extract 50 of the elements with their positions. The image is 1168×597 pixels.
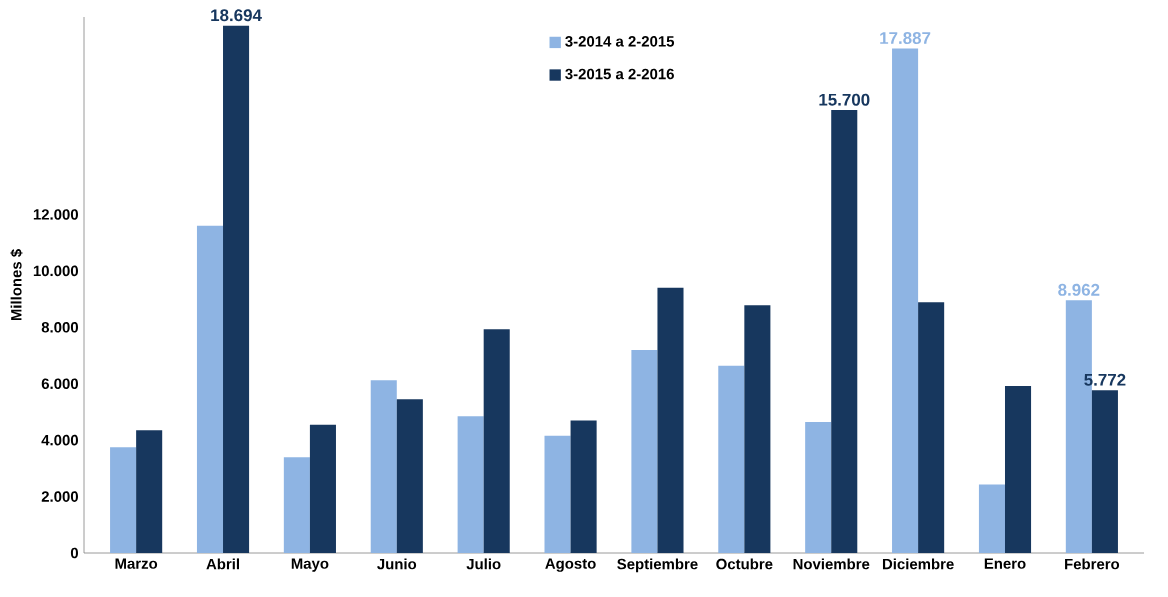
x-tick-label: Octubre — [716, 558, 773, 570]
bar — [396, 399, 423, 553]
bar — [892, 48, 919, 553]
y-tick-label: 0 — [70, 547, 78, 559]
bar — [283, 457, 310, 553]
x-tick-label: Abril — [206, 558, 239, 570]
bar — [805, 422, 832, 553]
x-tick-label: Julio — [466, 558, 501, 570]
x-tick-label: Mayo — [291, 558, 329, 572]
bar — [718, 365, 745, 553]
bar — [831, 110, 858, 553]
bar — [223, 25, 250, 553]
x-tick-label: Septiembre — [617, 558, 698, 573]
bar — [136, 430, 163, 553]
y-tick-label: 12.000 — [33, 209, 78, 220]
y-tick-label: 4.000 — [41, 434, 78, 446]
y-tick-label: 8.000 — [41, 322, 78, 333]
bar — [1004, 385, 1032, 553]
bar — [631, 349, 658, 553]
x-tick-label: Marzo — [115, 558, 158, 569]
x-tick-label: Enero — [984, 558, 1026, 569]
data-label: 15.700 — [819, 93, 870, 106]
x-tick-label: Noviembre — [793, 558, 870, 570]
legend-label: 3-2014 a 2-2015 — [565, 36, 675, 47]
bar — [918, 302, 945, 553]
bar — [657, 287, 684, 553]
bar — [1091, 390, 1118, 553]
x-tick-label: Febrero — [1065, 558, 1120, 570]
x-tick-label: Agosto — [545, 558, 596, 572]
y-tick-label: 10.000 — [33, 265, 78, 277]
data-label: 17.887 — [880, 32, 931, 44]
data-label: 5.772 — [1084, 373, 1126, 386]
legend-label: 3-2015 a 2-2016 — [565, 68, 674, 80]
bar — [309, 424, 336, 553]
bar — [483, 329, 510, 553]
data-label: 8.962 — [1058, 283, 1100, 296]
y-tick-label: 6.000 — [41, 378, 78, 390]
x-tick-label: Diciembre — [882, 558, 954, 570]
bar — [544, 435, 571, 553]
bar — [110, 447, 137, 553]
bar — [370, 380, 397, 553]
bar — [570, 420, 597, 553]
bar — [978, 484, 1005, 553]
y-axis-title: Millones $ — [10, 249, 23, 321]
y-tick-label: 2.000 — [41, 491, 78, 502]
bar — [196, 225, 224, 553]
bar — [744, 305, 771, 553]
bar — [457, 416, 484, 553]
data-label: 18.694 — [211, 9, 262, 22]
x-tick-label: Junio — [377, 558, 417, 570]
